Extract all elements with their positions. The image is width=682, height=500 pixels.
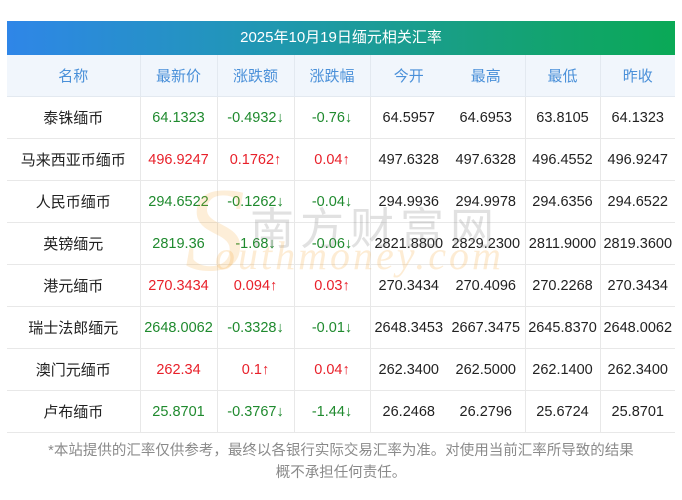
disclaimer-line-1: *本站提供的汇率仅供参考，最终以各银行实际交易汇率为准。对使用当前汇率所导致的结… xyxy=(48,443,634,459)
cell-low: 2645.8370 xyxy=(524,306,600,349)
cell-low: 25.6724 xyxy=(524,390,600,433)
cell-high: 26.2796 xyxy=(447,390,525,433)
cell-change-pct: -1.44↓ xyxy=(293,390,370,433)
cell-change-pct: -0.76↓ xyxy=(293,96,370,139)
cell-latest: 25.8701 xyxy=(139,390,217,433)
cell-open: 262.3400 xyxy=(369,348,447,391)
cell-open: 497.6328 xyxy=(369,138,447,181)
cell-open: 294.9936 xyxy=(369,180,447,223)
column-header-prev-close: 昨收 xyxy=(599,55,675,97)
cell-name: 马来西亚币缅币 xyxy=(7,138,140,181)
cell-high: 262.5000 xyxy=(447,348,525,391)
cell-open: 270.3434 xyxy=(369,264,447,307)
table-row: 卢布缅币 25.8701 -0.3767↓ -1.44↓ 26.2468 26.2796 2… xyxy=(7,390,675,433)
cell-high: 64.6953 xyxy=(447,96,525,139)
cell-open: 2821.8800 xyxy=(369,222,447,265)
table-row: 澳门元缅币 262.34 0.1↑ 0.04↑ 262.3400 262.5000 262.… xyxy=(7,348,675,391)
table-row: 瑞士法郎缅元 2648.0062 -0.3328↓ -0.01↓ 2648.3453 26… xyxy=(7,306,675,349)
cell-change: -0.1262↓ xyxy=(216,180,294,223)
cell-change-pct: -0.06↓ xyxy=(293,222,370,265)
cell-latest: 64.1323 xyxy=(139,96,217,139)
cell-high: 497.6328 xyxy=(447,138,525,181)
cell-latest: 262.34 xyxy=(139,348,217,391)
cell-latest: 294.6522 xyxy=(139,180,217,223)
table-title: 2025年10月19日缅元相关汇率 xyxy=(7,21,675,55)
column-header-name: 名称 xyxy=(7,55,140,97)
cell-change-pct: 0.04↑ xyxy=(293,138,370,181)
cell-prev-close: 64.1323 xyxy=(599,96,675,139)
cell-high: 270.4096 xyxy=(447,264,525,307)
cell-change: -0.3767↓ xyxy=(216,390,294,433)
cell-high: 2667.3475 xyxy=(447,306,525,349)
cell-change-pct: 0.03↑ xyxy=(293,264,370,307)
cell-latest: 2648.0062 xyxy=(139,306,217,349)
header-row: 名称 最新价 涨跌额 涨跌幅 今开 最高 最低 昨收 xyxy=(7,55,675,97)
cell-low: 294.6356 xyxy=(524,180,600,223)
cell-name: 卢布缅币 xyxy=(7,390,140,433)
column-header-change: 涨跌额 xyxy=(216,55,294,97)
cell-change-pct: -0.01↓ xyxy=(293,306,370,349)
table-row: 人民币缅币 294.6522 -0.1262↓ -0.04↓ 294.9936 294.9… xyxy=(7,180,675,223)
cell-low: 496.4552 xyxy=(524,138,600,181)
cell-prev-close: 2648.0062 xyxy=(599,306,675,349)
cell-high: 2829.2300 xyxy=(447,222,525,265)
rate-table-container: 2025年10月19日缅元相关汇率 名称 最新价 涨跌额 涨跌幅 今开 最高 最… xyxy=(7,21,675,433)
cell-low: 270.2268 xyxy=(524,264,600,307)
cell-change-pct: 0.04↑ xyxy=(293,348,370,391)
cell-latest: 496.9247 xyxy=(139,138,217,181)
cell-change: 0.1↑ xyxy=(216,348,294,391)
cell-latest: 2819.36 xyxy=(139,222,217,265)
column-header-change-pct: 涨跌幅 xyxy=(293,55,370,97)
column-header-open: 今开 xyxy=(369,55,447,97)
cell-prev-close: 496.9247 xyxy=(599,138,675,181)
cell-open: 64.5957 xyxy=(369,96,447,139)
cell-low: 2811.9000 xyxy=(524,222,600,265)
cell-prev-close: 2819.3600 xyxy=(599,222,675,265)
cell-name: 英镑缅元 xyxy=(7,222,140,265)
cell-high: 294.9978 xyxy=(447,180,525,223)
cell-change-pct: -0.04↓ xyxy=(293,180,370,223)
cell-name: 港元缅币 xyxy=(7,264,140,307)
cell-name: 泰铢缅币 xyxy=(7,96,140,139)
cell-change: -1.68↓ xyxy=(216,222,294,265)
disclaimer: *本站提供的汇率仅供参考，最终以各银行实际交易汇率为准。对使用当前汇率所导致的结… xyxy=(0,440,682,484)
cell-prev-close: 262.3400 xyxy=(599,348,675,391)
cell-prev-close: 270.3434 xyxy=(599,264,675,307)
cell-change: 0.1762↑ xyxy=(216,138,294,181)
table-row: 泰铢缅币 64.1323 -0.4932↓ -0.76↓ 64.5957 64.6953 6… xyxy=(7,96,675,139)
cell-low: 262.1400 xyxy=(524,348,600,391)
cell-name: 瑞士法郎缅元 xyxy=(7,306,140,349)
cell-change: -0.3328↓ xyxy=(216,306,294,349)
cell-prev-close: 25.8701 xyxy=(599,390,675,433)
cell-change: 0.094↑ xyxy=(216,264,294,307)
column-header-latest: 最新价 xyxy=(139,55,217,97)
cell-name: 人民币缅币 xyxy=(7,180,140,223)
cell-low: 63.8105 xyxy=(524,96,600,139)
table-row: 马来西亚币缅币 496.9247 0.1762↑ 0.04↑ 497.6328 497.6… xyxy=(7,138,675,181)
cell-name: 澳门元缅币 xyxy=(7,348,140,391)
column-header-high: 最高 xyxy=(447,55,525,97)
cell-latest: 270.3434 xyxy=(139,264,217,307)
column-header-low: 最低 xyxy=(524,55,600,97)
cell-open: 2648.3453 xyxy=(369,306,447,349)
disclaimer-line-2: 概不承担任何责任。 xyxy=(275,465,407,481)
exchange-rate-table: 名称 最新价 涨跌额 涨跌幅 今开 最高 最低 昨收 泰铢缅币 64.1323 -0… xyxy=(7,55,675,433)
cell-open: 26.2468 xyxy=(369,390,447,433)
cell-change: -0.4932↓ xyxy=(216,96,294,139)
table-row: 英镑缅元 2819.36 -1.68↓ -0.06↓ 2821.8800 2829.230… xyxy=(7,222,675,265)
table-row: 港元缅币 270.3434 0.094↑ 0.03↑ 270.3434 270.4096 2… xyxy=(7,264,675,307)
cell-prev-close: 294.6522 xyxy=(599,180,675,223)
